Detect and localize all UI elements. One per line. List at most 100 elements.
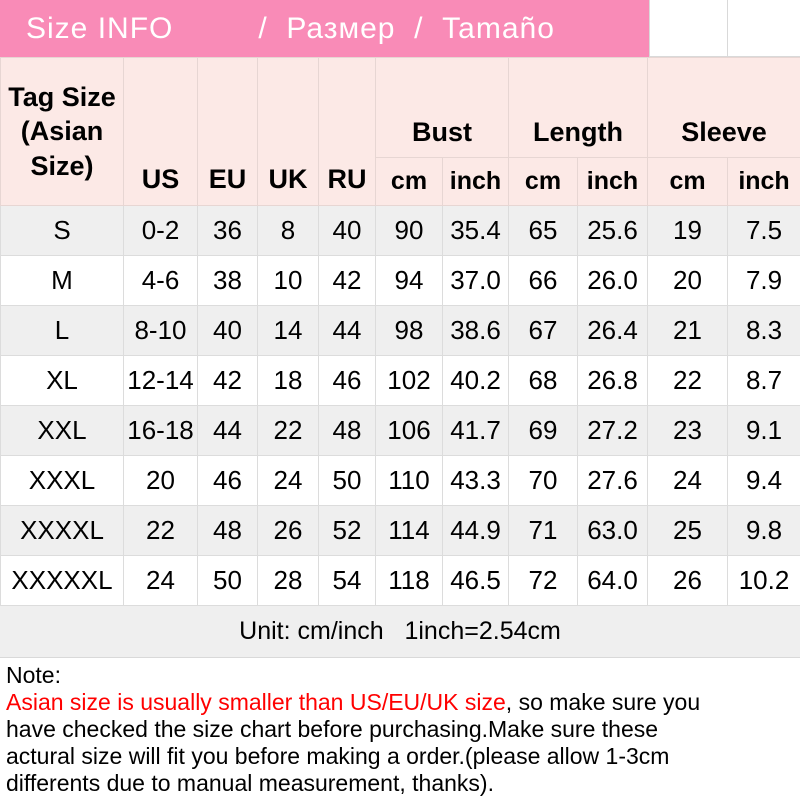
table-cell: 94 bbox=[375, 255, 443, 306]
table-cell: 23 bbox=[647, 405, 729, 456]
table-cell: 24 bbox=[647, 455, 729, 506]
note-line: actural size will fit you before making … bbox=[6, 743, 794, 770]
table-cell: 9.1 bbox=[727, 405, 800, 456]
table-row: XXXXXL 24 50 28 54 118 46.5 72 64.0 26 10.2 bbox=[0, 555, 800, 606]
header-eu: EU bbox=[197, 57, 258, 206]
tag-size-cell: L bbox=[0, 305, 124, 356]
table-cell: 27.2 bbox=[576, 405, 649, 456]
header-us: US bbox=[123, 57, 198, 206]
table-cell: 28 bbox=[257, 555, 319, 606]
unit-note: Unit: cm/inch 1inch=2.54cm bbox=[0, 606, 800, 658]
table-cell: 69 bbox=[508, 405, 578, 456]
note-line: Asian size is usually smaller than US/EU… bbox=[6, 689, 794, 716]
table-cell: 24 bbox=[123, 555, 198, 606]
table-cell: 25.6 bbox=[576, 205, 649, 256]
table-cell: 106 bbox=[375, 405, 443, 456]
table-cell: 48 bbox=[318, 405, 376, 456]
note-body: Asian size is usually smaller than US/EU… bbox=[6, 689, 794, 797]
table-cell: 67 bbox=[508, 305, 578, 356]
tag-size-cell: S bbox=[0, 205, 124, 256]
header-length-inch: inch bbox=[576, 157, 649, 206]
table-cell: 70 bbox=[508, 455, 578, 506]
header-group-length: Length bbox=[507, 57, 649, 158]
table-cell: 68 bbox=[508, 355, 578, 406]
title-bar: Size INFO / Размер / Tamaño bbox=[0, 0, 800, 57]
note-section: Note: Asian size is usually smaller than… bbox=[0, 658, 800, 797]
header-group-row: Tag Size (Asian Size) US EU UK RU Bust Length S… bbox=[0, 57, 800, 206]
table-cell: 42 bbox=[318, 255, 376, 306]
header-group-sleeve: Sleeve bbox=[647, 57, 800, 158]
tag-size-cell: XXXXXL bbox=[0, 555, 124, 606]
table-cell: 8-10 bbox=[123, 305, 198, 356]
header-sleeve-inch: inch bbox=[727, 157, 800, 206]
note-warning-red: Asian size is usually smaller than US/EU… bbox=[6, 689, 506, 715]
header-group-bust: Bust bbox=[375, 57, 509, 158]
note-text: have checked the size chart before purch… bbox=[6, 716, 659, 742]
table-cell: 71 bbox=[508, 505, 578, 556]
table-cell: 54 bbox=[318, 555, 376, 606]
table-cell: 42 bbox=[197, 355, 258, 406]
table-row: XL 12-14 42 18 46 102 40.2 68 26.8 22 8.7 bbox=[0, 355, 800, 406]
table-cell: 26 bbox=[647, 555, 729, 606]
table-cell: 14 bbox=[257, 305, 319, 356]
header-length-cm: cm bbox=[508, 157, 578, 206]
title-text-translations: / Размер / Tamaño bbox=[258, 11, 555, 45]
title-empty-cell-1 bbox=[649, 0, 727, 57]
note-line: have checked the size chart before purch… bbox=[6, 716, 794, 743]
note-label: Note: bbox=[6, 662, 61, 688]
table-cell: 41.7 bbox=[442, 405, 509, 456]
note-text: , so make sure you bbox=[505, 689, 701, 715]
table-row: L 8-10 40 14 44 98 38.6 67 26.4 21 8.3 bbox=[0, 305, 800, 356]
table-cell: 8.3 bbox=[727, 305, 800, 356]
table-cell: 19 bbox=[647, 205, 729, 256]
tag-size-cell: XXL bbox=[0, 405, 124, 456]
table-cell: 40 bbox=[318, 205, 376, 256]
header-bust-cm: cm bbox=[375, 157, 443, 206]
tag-size-cell: XL bbox=[0, 355, 124, 406]
table-cell: 37.0 bbox=[442, 255, 509, 306]
table-cell: 16-18 bbox=[123, 405, 198, 456]
table-row: M 4-6 38 10 42 94 37.0 66 26.0 20 7.9 bbox=[0, 255, 800, 306]
table-cell: 26.4 bbox=[576, 305, 649, 356]
table-cell: 44 bbox=[197, 405, 258, 456]
tag-size-cell: XXXXL bbox=[0, 505, 124, 556]
table-cell: 0-2 bbox=[123, 205, 198, 256]
table-cell: 9.8 bbox=[727, 505, 800, 556]
title-empty-cell-2 bbox=[727, 0, 800, 57]
note-text: actural size will fit you before making … bbox=[6, 743, 670, 769]
header-ru: RU bbox=[318, 57, 376, 206]
table-cell: 20 bbox=[123, 455, 198, 506]
table-cell: 114 bbox=[375, 505, 443, 556]
table-cell: 72 bbox=[508, 555, 578, 606]
table-cell: 40.2 bbox=[442, 355, 509, 406]
table-cell: 26 bbox=[257, 505, 319, 556]
header-bust-inch: inch bbox=[442, 157, 509, 206]
table-cell: 40 bbox=[197, 305, 258, 356]
note-line: differents due to manual measurement, th… bbox=[6, 770, 794, 797]
title-text-en: Size INFO bbox=[26, 11, 174, 45]
table-cell: 27.6 bbox=[576, 455, 649, 506]
table-cell: 66 bbox=[508, 255, 578, 306]
tag-size-cell: M bbox=[0, 255, 124, 306]
table-cell: 18 bbox=[257, 355, 319, 406]
table-cell: 50 bbox=[318, 455, 376, 506]
table-cell: 21 bbox=[647, 305, 729, 356]
table-cell: 26.0 bbox=[576, 255, 649, 306]
table-row: XXXL 20 46 24 50 110 43.3 70 27.6 24 9.4 bbox=[0, 455, 800, 506]
table-cell: 44 bbox=[318, 305, 376, 356]
table-cell: 90 bbox=[375, 205, 443, 256]
table-cell: 64.0 bbox=[576, 555, 649, 606]
table-cell: 110 bbox=[375, 455, 443, 506]
header-uk: UK bbox=[257, 57, 319, 206]
header-unit-row: cm inch cm inch cm inch bbox=[1, 157, 800, 206]
table-cell: 118 bbox=[375, 555, 443, 606]
size-table-body: S 0-2 36 8 40 90 35.4 65 25.6 19 7.5 M 4-6 38 10 42 94 37… bbox=[0, 205, 800, 606]
table-cell: 44.9 bbox=[442, 505, 509, 556]
table-cell: 7.9 bbox=[727, 255, 800, 306]
table-cell: 10.2 bbox=[727, 555, 800, 606]
table-cell: 46 bbox=[197, 455, 258, 506]
table-cell: 22 bbox=[647, 355, 729, 406]
table-cell: 38 bbox=[197, 255, 258, 306]
table-cell: 102 bbox=[375, 355, 443, 406]
